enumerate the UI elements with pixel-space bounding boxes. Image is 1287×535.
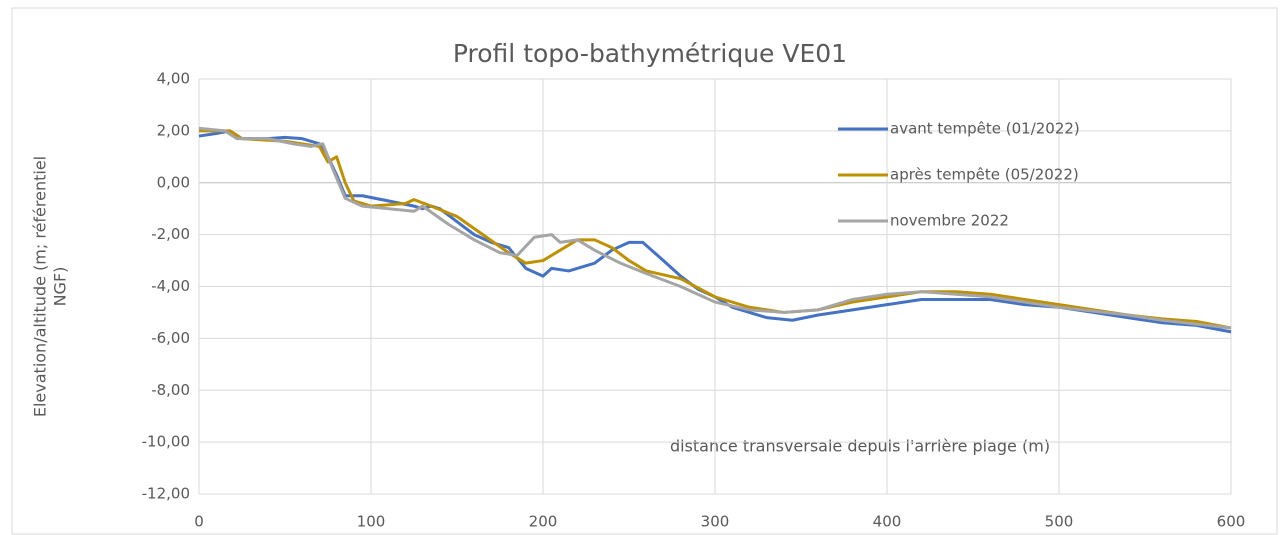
x-tick-label: 100 (357, 513, 386, 531)
x-tick-label: 200 (529, 513, 558, 531)
y-axis-label: Elevation/altitude (m; référentielNGF) (30, 156, 69, 417)
y-tick-label: 2,00 (157, 121, 190, 139)
series-line (199, 129, 1232, 330)
x-tick-label: 0 (194, 513, 204, 531)
x-tick-label: 600 (1217, 513, 1246, 531)
y-tick-label: -10,00 (142, 433, 190, 451)
legend-label: après tempête (05/2022) (890, 166, 1079, 184)
x-tick-label: 500 (1045, 513, 1074, 531)
y-tick-label: -12,00 (142, 485, 190, 503)
x-axis-label: distance transversale depuis l'arrière p… (670, 437, 1050, 456)
series-line (198, 126, 1232, 330)
legend-label: avant tempête (01/2022) (890, 120, 1080, 138)
y-tick-label: 4,00 (157, 70, 190, 88)
y-tick-label: 0,00 (157, 173, 190, 191)
y-tick-label: -4,00 (151, 277, 190, 295)
y-tick-label: -6,00 (151, 329, 190, 347)
y-tick-label: -8,00 (151, 381, 190, 399)
y-tick-label: -2,00 (151, 225, 190, 243)
x-tick-label: 300 (701, 513, 730, 531)
x-tick-label: 400 (873, 513, 902, 531)
legend-label: novembre 2022 (890, 212, 1009, 230)
chart-title: Profil topo-bathymétrique VE01 (453, 39, 847, 68)
